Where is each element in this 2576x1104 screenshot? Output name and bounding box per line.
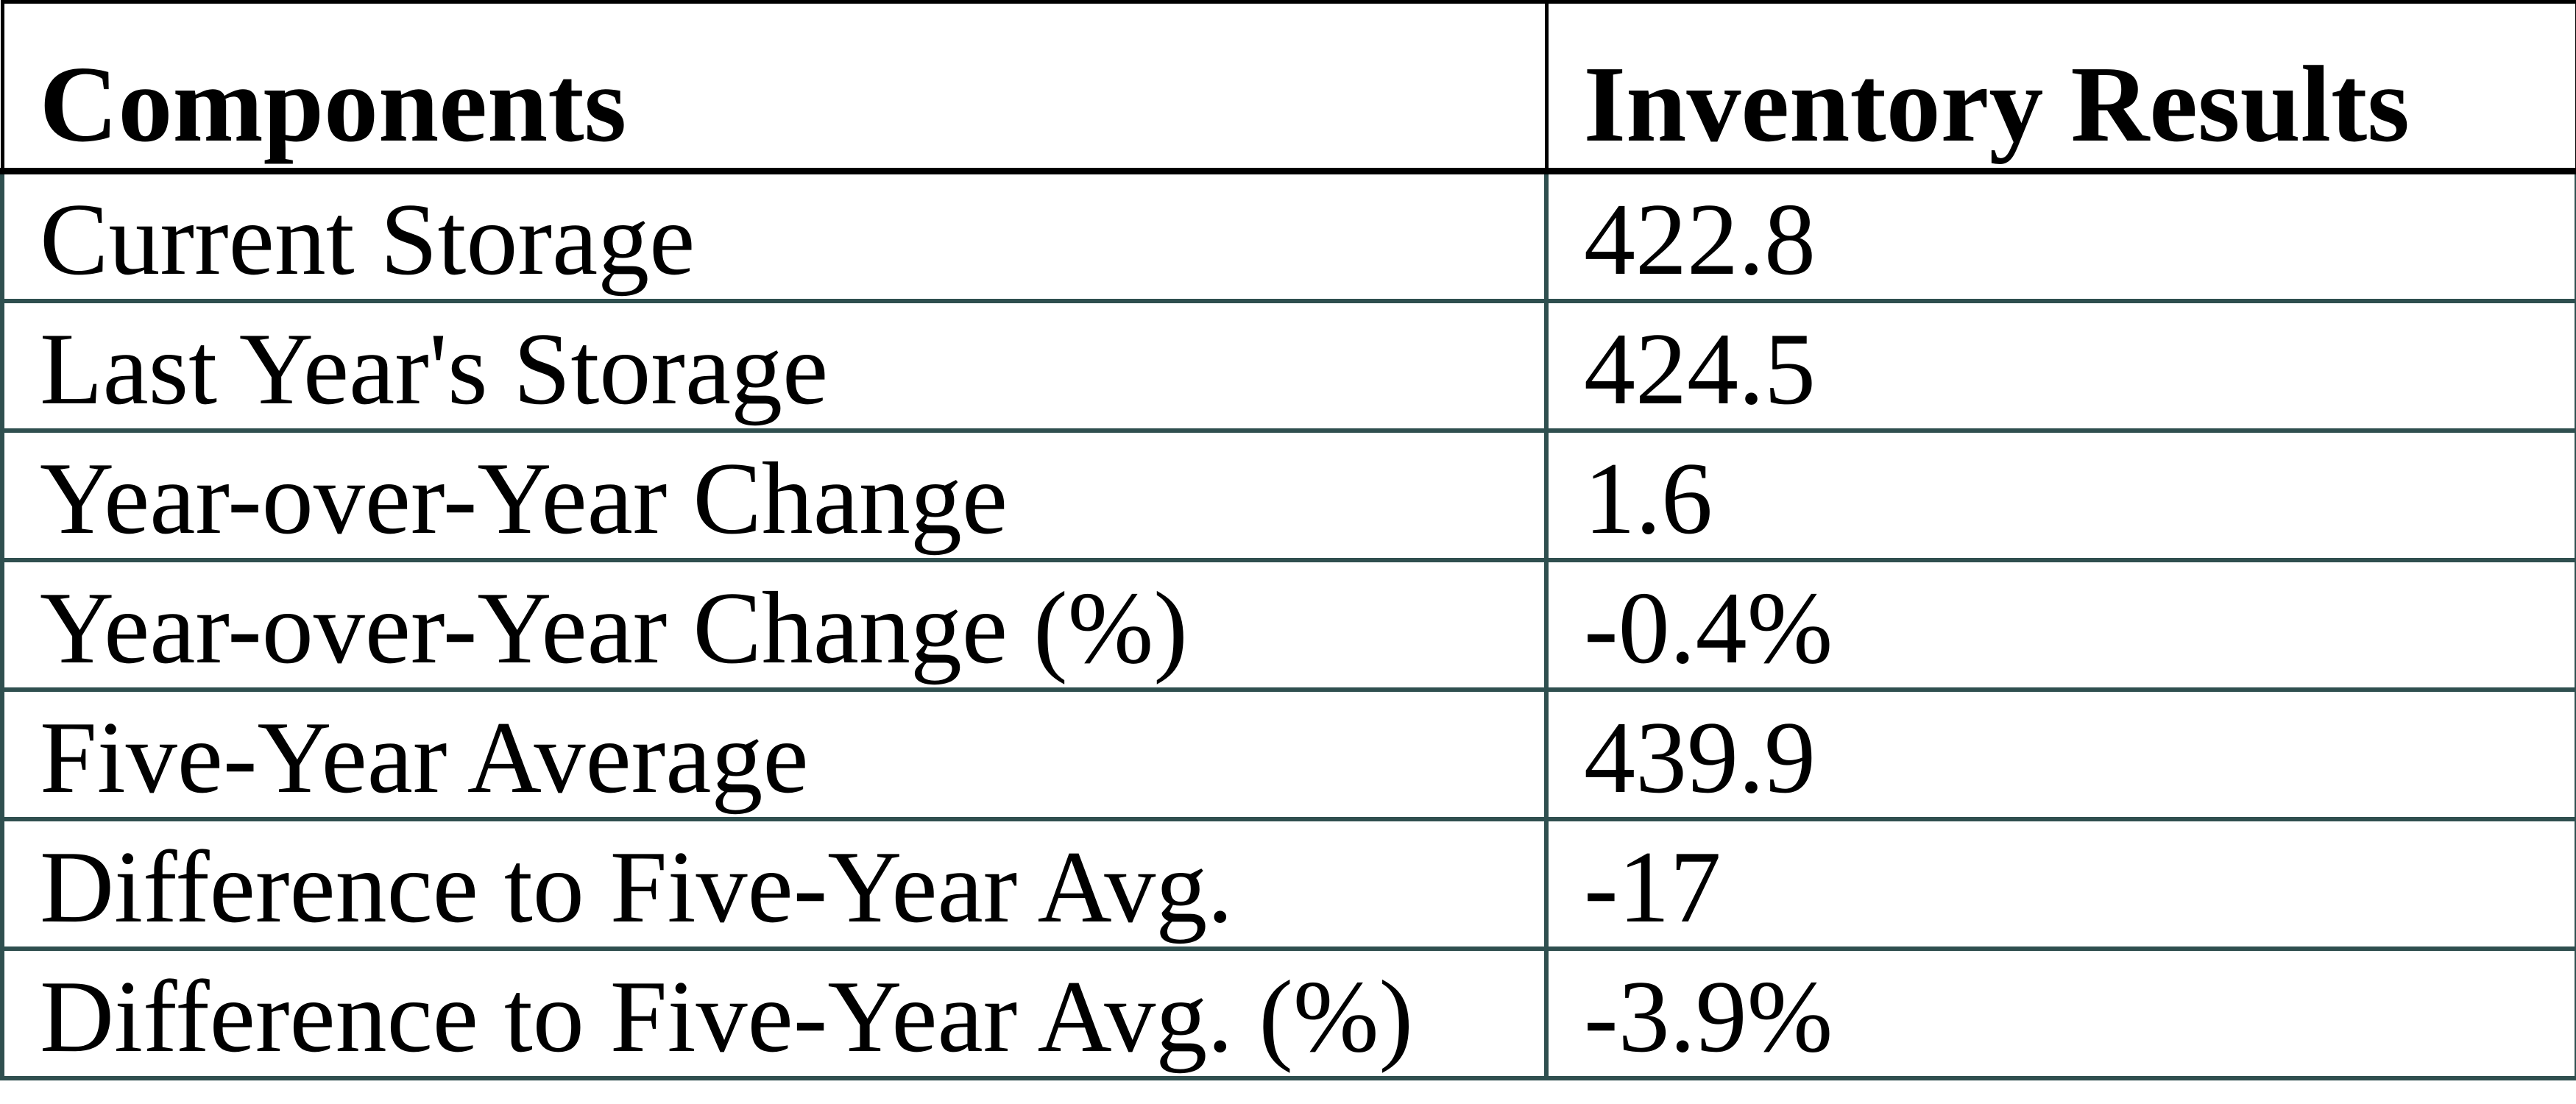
row-value: -17 xyxy=(1544,816,2576,951)
row-label: Current Storage xyxy=(0,169,1549,303)
table-row: Current Storage 422.8 xyxy=(0,169,2576,303)
table-row: Year-over-Year Change (%) -0.4% xyxy=(0,557,2576,692)
row-label: Difference to Five-Year Avg. xyxy=(0,816,1549,951)
row-label: Difference to Five-Year Avg. (%) xyxy=(0,946,1549,1080)
table-row: Difference to Five-Year Avg. -17 xyxy=(0,816,2576,951)
table-row: Five-Year Average 439.9 xyxy=(0,687,2576,821)
row-value: 1.6 xyxy=(1544,428,2576,562)
row-value: 439.9 xyxy=(1544,687,2576,821)
table-row: Last Year's Storage 424.5 xyxy=(0,298,2576,433)
table-header-row: Components Inventory Results xyxy=(0,0,2576,174)
row-value: 424.5 xyxy=(1544,298,2576,433)
row-label: Year-over-Year Change (%) xyxy=(0,557,1549,692)
row-label: Last Year's Storage xyxy=(0,298,1549,433)
row-value: -0.4% xyxy=(1544,557,2576,692)
column-header-inventory-results: Inventory Results xyxy=(1544,0,2576,174)
table-row: Difference to Five-Year Avg. (%) -3.9% xyxy=(0,946,2576,1080)
inventory-results-table: Components Inventory Results Current Sto… xyxy=(0,0,2576,1080)
row-value: 422.8 xyxy=(1544,169,2576,303)
row-label: Year-over-Year Change xyxy=(0,428,1549,562)
table-row: Year-over-Year Change 1.6 xyxy=(0,428,2576,562)
row-value: -3.9% xyxy=(1544,946,2576,1080)
column-header-components: Components xyxy=(0,0,1549,174)
row-label: Five-Year Average xyxy=(0,687,1549,821)
